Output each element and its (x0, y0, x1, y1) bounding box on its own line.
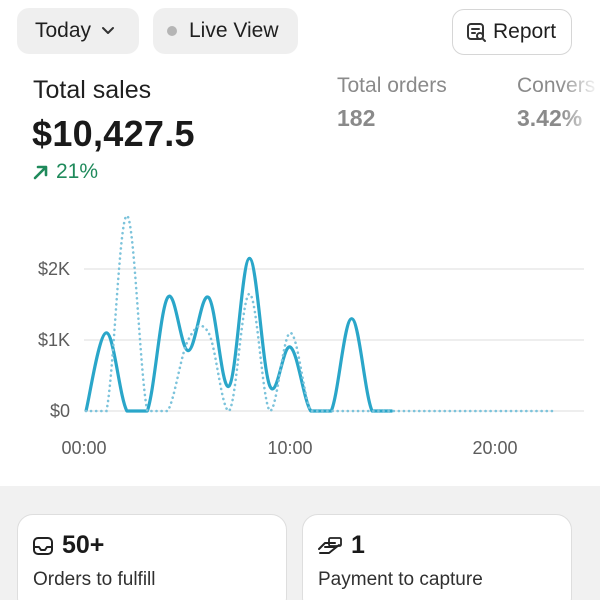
y-tick-label: $1K (38, 330, 70, 350)
total-sales-label: Total sales (33, 76, 152, 104)
report-icon (467, 23, 486, 42)
orders-to-fulfill-value: 50+ (62, 531, 105, 559)
comparison-series-line (84, 214, 558, 413)
inbox-tray-icon (33, 536, 53, 555)
orders-card-header: 50+ (32, 531, 104, 560)
sales-line-chart: $0 $1K $2K 00:00 10:00 20:00 (38, 214, 584, 458)
total-orders-label[interactable]: Total orders (337, 74, 447, 97)
y-axis-ticks: $0 $1K $2K (38, 259, 70, 421)
hand-payment-icon (318, 536, 342, 554)
live-view-button[interactable]: Live View (153, 8, 298, 54)
payment-to-capture-label: Payment to capture (318, 569, 483, 590)
metrics-overflow-fade (560, 60, 600, 140)
payment-to-capture-card[interactable]: 1 Payment to capture (302, 514, 572, 600)
live-view-label: Live View (189, 19, 279, 42)
y-tick-label: $2K (38, 259, 70, 279)
sales-change-value: 21% (56, 160, 99, 183)
trend-up-arrow-icon (33, 165, 48, 180)
chart-series (84, 214, 558, 413)
orders-to-fulfill-card[interactable]: 50+ Orders to fulfill (17, 514, 287, 600)
x-tick-label: 20:00 (472, 438, 517, 458)
x-tick-label: 10:00 (267, 438, 312, 458)
y-tick-label: $0 (50, 401, 70, 421)
x-axis-ticks: 00:00 10:00 20:00 (61, 438, 517, 458)
chevron-down-icon (102, 27, 115, 34)
report-button[interactable]: Report (452, 9, 572, 55)
payment-card-header: 1 (317, 531, 365, 560)
live-status-dot-icon (167, 26, 177, 36)
date-filter-dropdown[interactable]: Today (17, 8, 139, 54)
sales-series-line (84, 256, 393, 413)
orders-to-fulfill-label: Orders to fulfill (33, 569, 156, 590)
total-orders-value: 182 (337, 105, 376, 131)
total-sales-value: $10,427.5 (32, 113, 195, 154)
payment-to-capture-value: 1 (351, 531, 365, 559)
date-filter-label: Today (35, 19, 92, 42)
report-label: Report (493, 20, 557, 43)
sales-trend: 21% (32, 160, 98, 184)
x-tick-label: 00:00 (61, 438, 106, 458)
